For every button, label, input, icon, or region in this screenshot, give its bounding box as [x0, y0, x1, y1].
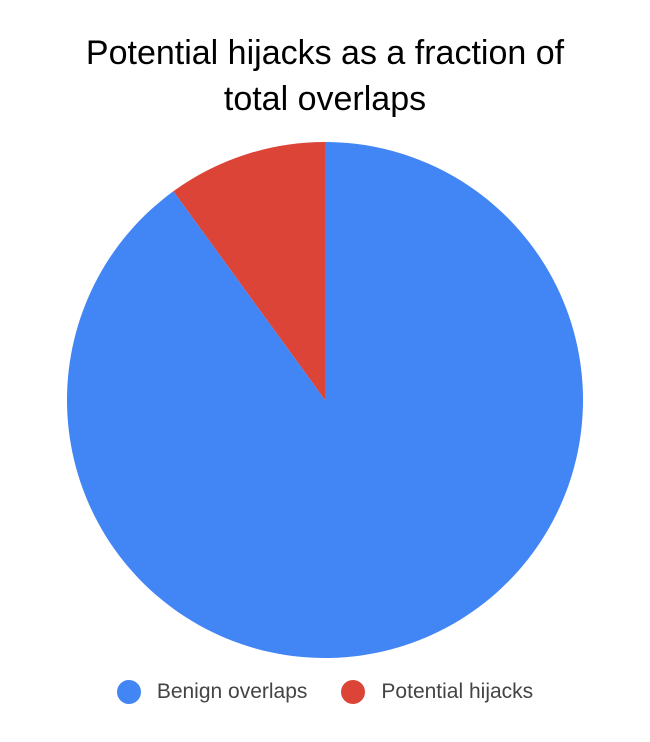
chart-legend: Benign overlaps Potential hijacks: [0, 680, 650, 704]
legend-item-benign[interactable]: Benign overlaps: [116, 680, 308, 704]
legend-label-benign: Benign overlaps: [156, 680, 308, 703]
chart-title-line-1: Potential hijacks as a fraction of: [85, 34, 565, 72]
legend-swatch-benign: [116, 680, 141, 704]
pie-slice-benign-overlaps[interactable]: [67, 142, 584, 658]
chart-title-line-2: total overlaps: [223, 80, 427, 118]
legend-item-hijacks[interactable]: Potential hijacks: [341, 680, 533, 704]
legend-swatch-hijacks: [341, 680, 366, 704]
pie-slice-potential-hijacks[interactable]: [173, 142, 325, 400]
legend-label-hijacks: Potential hijacks: [381, 680, 534, 703]
chart-title: Potential hijacks as a fraction of total…: [0, 30, 650, 122]
